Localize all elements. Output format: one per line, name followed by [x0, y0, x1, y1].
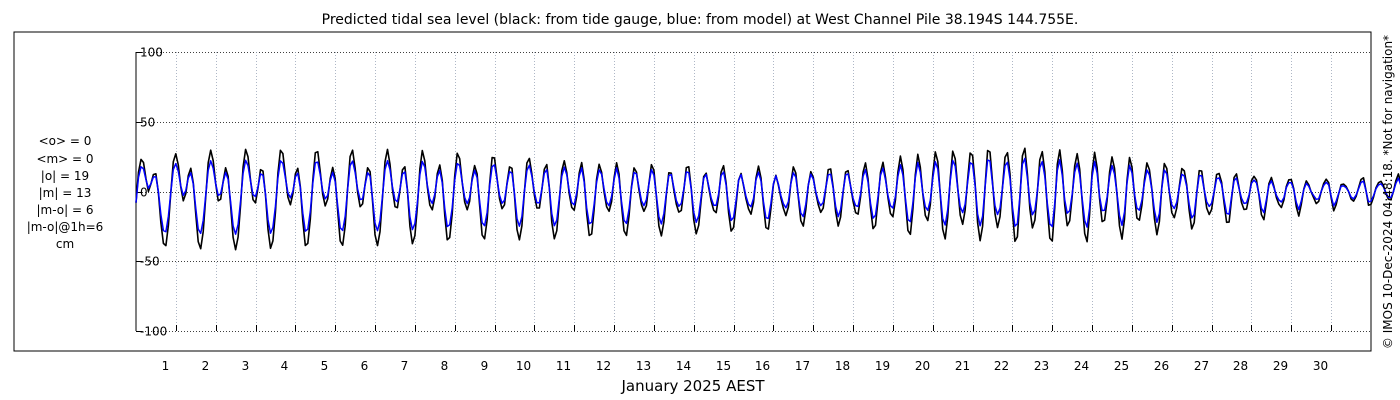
x-tick-label: 5	[321, 359, 329, 373]
x-tick-label: 19	[875, 359, 890, 373]
y-tick-label: 0	[140, 186, 148, 200]
stats-block: <o> = 0 <m> = 0 |o| = 19 |m| = 13 |m-o| …	[27, 134, 104, 251]
x-axis-label: January 2025 AEST	[621, 377, 766, 395]
x-tick-label: 26	[1154, 359, 1169, 373]
stat-line-mean-model: <m> = 0	[36, 152, 93, 166]
y-tick-label: 50	[140, 116, 155, 130]
x-axis-ticks: 1 2 3 4 5 6 7 8 9 10 11 12 13 14 15 16 17 18 19 20 21 22 23 24 2…	[162, 325, 1332, 373]
x-tick-label: 24	[1074, 359, 1089, 373]
x-tick-label: 6	[361, 359, 369, 373]
x-tick-label: 9	[481, 359, 489, 373]
x-tick-label: 28	[1233, 359, 1248, 373]
stat-line-abs-obs: |o| = 19	[41, 169, 89, 183]
x-tick-label: 22	[994, 359, 1009, 373]
x-tick-label: 29	[1273, 359, 1288, 373]
tide-gauge-series-line	[135, 147, 1400, 251]
x-tick-label: 14	[676, 359, 691, 373]
x-tick-label: 20	[915, 359, 930, 373]
y-tick-label: -50	[140, 255, 160, 269]
x-tick-label: 2	[202, 359, 210, 373]
x-tick-label: 18	[835, 359, 850, 373]
x-tick-label: 4	[281, 359, 289, 373]
y-axis-ticks: -100 -50 0 50 100	[136, 46, 167, 339]
x-tick-label: 3	[242, 359, 250, 373]
series-layer	[135, 147, 1400, 251]
stat-line-unit: cm	[56, 237, 74, 251]
x-tick-label: 10	[516, 359, 531, 373]
x-tick-label: 8	[441, 359, 449, 373]
x-tick-label: 13	[636, 359, 651, 373]
x-tick-label: 30	[1313, 359, 1328, 373]
x-tick-label: 7	[401, 359, 409, 373]
x-tick-label: 12	[596, 359, 611, 373]
x-tick-label: 27	[1194, 359, 1209, 373]
x-tick-label: 21	[955, 359, 970, 373]
x-tick-label: 11	[556, 359, 571, 373]
credit-text: © IMOS 10-Dec-2024 04:48:18. *Not for na…	[1381, 35, 1395, 349]
stat-line-abs-diff-1h: |m-o|@1h=6	[27, 220, 104, 234]
model-series-line	[135, 157, 1400, 235]
grid-lines	[136, 52, 1371, 332]
stat-line-abs-diff: |m-o| = 6	[37, 203, 94, 217]
chart-title: Predicted tidal sea level (black: from t…	[322, 12, 1079, 28]
x-tick-label: 1	[162, 359, 170, 373]
plot-frame	[13, 31, 1372, 352]
x-tick-label: 16	[755, 359, 770, 373]
x-tick-label: 25	[1114, 359, 1129, 373]
stat-line-mean-obs: <o> = 0	[39, 134, 92, 148]
y-tick-label: -100	[140, 325, 167, 339]
x-tick-label: 15	[716, 359, 731, 373]
x-tick-label: 23	[1034, 359, 1049, 373]
y-tick-label: 100	[140, 46, 163, 60]
stat-line-abs-model: |m| = 13	[39, 186, 92, 200]
x-tick-label: 17	[795, 359, 810, 373]
